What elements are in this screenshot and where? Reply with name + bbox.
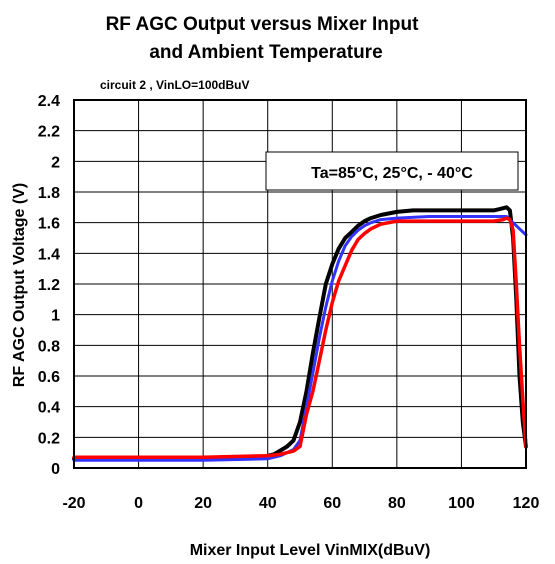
chart-title-line-1: RF AGC Output versus Mixer Input bbox=[106, 14, 419, 35]
y-tick-label: 2.2 bbox=[38, 124, 60, 141]
x-tick-labels: -20 0 20 40 60 80 100 120 bbox=[62, 495, 539, 512]
series-line-1 bbox=[72, 205, 528, 461]
y-tick-label: 2.4 bbox=[38, 93, 60, 110]
x-tick-label: 80 bbox=[388, 495, 406, 512]
x-tick-label: 60 bbox=[323, 495, 341, 512]
plot-frame bbox=[73, 99, 527, 469]
chart-title-line-2: and Ambient Temperature bbox=[149, 42, 382, 63]
y-tick-label: 0 bbox=[51, 461, 60, 478]
x-tick-label: 40 bbox=[259, 495, 277, 512]
y-tick-label: 2 bbox=[51, 154, 60, 171]
y-tick-label: 1.4 bbox=[38, 246, 60, 263]
x-tick-label: 100 bbox=[448, 495, 475, 512]
series-line-3 bbox=[72, 216, 528, 460]
x-tick-label: 0 bbox=[134, 495, 143, 512]
y-axis-label: RF AGC Output Voltage (V) bbox=[11, 183, 28, 387]
x-axis-label: Mixer Input Level VinMIX(dBuV) bbox=[190, 542, 431, 559]
y-tick-label: 1.8 bbox=[38, 185, 60, 202]
y-tick-labels: 0 0.2 0.4 0.6 0.8 1 1.2 1.4 1.6 1.8 2 2.2 2.4 bbox=[38, 93, 60, 478]
y-tick-label: 1.2 bbox=[38, 277, 60, 294]
x-tick-label: -20 bbox=[62, 495, 85, 512]
y-tick-label: 1 bbox=[51, 308, 60, 325]
y-tick-label: 0.8 bbox=[38, 338, 60, 355]
y-tick-label: 0.4 bbox=[38, 400, 60, 417]
series-layer bbox=[72, 205, 528, 462]
chart-subtitle: circuit 2 , VinLO=100dBuV bbox=[100, 78, 250, 92]
y-tick-label: 0.2 bbox=[38, 430, 60, 447]
y-tick-label: 1.6 bbox=[38, 216, 60, 233]
x-tick-label: 20 bbox=[194, 495, 212, 512]
x-tick-label: 120 bbox=[513, 495, 540, 512]
temperature-annotation: Ta=85°C, 25°C, - 40°C bbox=[311, 165, 473, 182]
y-tick-label: 0.6 bbox=[38, 369, 60, 386]
annotation-box: Ta=85°C, 25°C, - 40°C bbox=[265, 151, 519, 191]
